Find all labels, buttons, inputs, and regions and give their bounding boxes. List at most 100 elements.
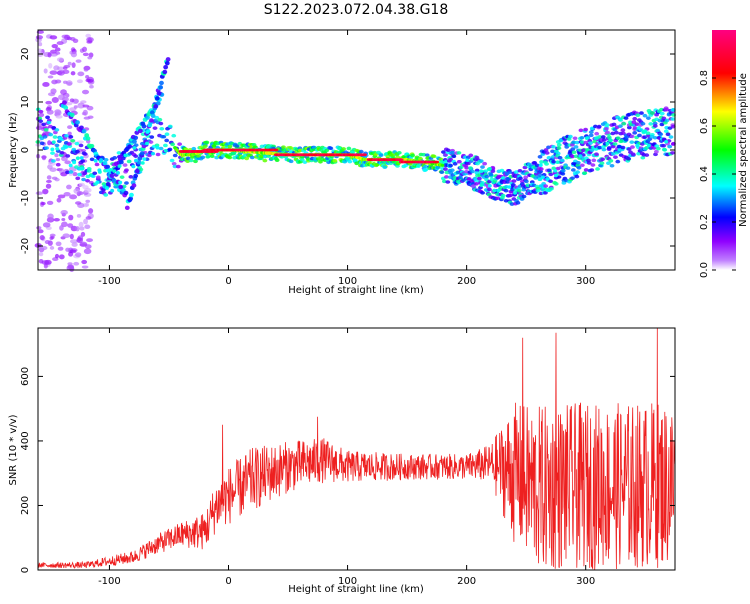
spectrogram-cell: [158, 85, 164, 90]
spectrogram-cell: [103, 193, 109, 197]
spectrogram-cell: [167, 124, 173, 129]
spectrogram-cell: [69, 98, 75, 103]
spectrogram-cell: [620, 128, 626, 132]
spectrogram-heatmap: [34, 30, 676, 272]
spectrogram-cell: [155, 152, 161, 157]
spectrogram-cell: [78, 221, 84, 228]
spectrogram-cell: [171, 133, 177, 138]
spectrogram-cell: [172, 153, 178, 158]
spectrogram-cell: [131, 183, 137, 188]
spectrogram-cell: [78, 182, 85, 187]
spectrogram-cell: [45, 179, 52, 184]
x-tick-label: 100: [338, 276, 357, 287]
spectrogram-cell: [82, 109, 88, 116]
spectrogram-cell: [35, 191, 44, 195]
snr-plot-frame: [37, 327, 676, 571]
spectrogram-cell: [655, 146, 661, 151]
spectrogram-cell: [49, 233, 56, 237]
spectrogram-cell: [73, 261, 80, 266]
x-tick-label: -100: [98, 576, 121, 587]
spectrogram-cell: [50, 88, 57, 94]
spectrogram-cell: [346, 146, 352, 151]
spectrogram-cell: [74, 141, 80, 146]
y-tick-label: -10: [20, 190, 31, 206]
spectrogram-cell: [45, 115, 50, 120]
spectrogram-cell: [41, 155, 46, 161]
spectrogram-cell: [205, 155, 211, 159]
spectrogram-cell: [570, 147, 576, 151]
spectrogram-cell: [156, 91, 162, 96]
spectrogram-cell: [449, 150, 455, 155]
spectrogram-cell: [262, 158, 268, 163]
spectrogram-cell: [662, 148, 668, 152]
spectrogram-x-axis: -100 0 100 200 300: [98, 30, 595, 287]
spectrogram-cell: [55, 115, 63, 119]
spectrogram-cell: [48, 132, 54, 137]
spectrogram-cell: [38, 119, 44, 123]
spectrogram-cell: [574, 140, 580, 145]
spectrogram-cell: [169, 158, 175, 163]
spectrogram-cell: [487, 187, 492, 192]
spectrogram-cell: [597, 145, 603, 150]
spectrogram-cell: [626, 125, 632, 130]
spectrogram-cell: [601, 147, 607, 152]
spectrogram-cell: [44, 240, 51, 245]
spectrogram-cell: [45, 183, 52, 189]
spectrogram-cell: [56, 197, 62, 203]
spectrogram-cell: [85, 178, 90, 183]
spectrogram-cell: [634, 122, 640, 126]
spectrogram-cell: [299, 157, 305, 162]
spectrogram-cell: [510, 183, 516, 187]
spectrogram-cell: [636, 151, 642, 156]
spectrogram-cell: [54, 143, 60, 148]
spectrogram-cell: [51, 159, 56, 163]
spectrogram-cell: [614, 130, 619, 135]
spectrogram-cell: [79, 125, 84, 130]
spectrogram-cell: [163, 148, 168, 153]
spectrogram-cell: [474, 168, 480, 173]
colorbar-gradient: [712, 30, 736, 270]
y-tick-label: 0: [20, 147, 31, 153]
spectrogram-cell: [551, 160, 557, 164]
spectrogram-cell: [288, 159, 294, 164]
spectrogram-cell: [615, 159, 621, 164]
spectrogram-cell: [456, 151, 462, 155]
spectrogram-cell: [175, 164, 181, 169]
spectrogram-cell: [86, 167, 92, 171]
spectrogram-cell: [170, 142, 176, 147]
spectrogram-cell: [515, 200, 521, 205]
spectrogram-cell: [664, 107, 670, 112]
spectrogram-cell: [57, 194, 66, 199]
spectrogram-cell: [65, 154, 71, 158]
spectrogram-cell: [132, 146, 137, 150]
spectrogram-cell: [328, 146, 334, 151]
spectrogram-cell: [62, 80, 68, 84]
spectrogram-cell: [137, 128, 143, 134]
spectrogram-cell: [630, 152, 636, 157]
spectrogram-cell: [77, 190, 83, 196]
spectrogram-cell: [99, 158, 104, 162]
spectrogram-cell: [81, 104, 90, 108]
spectrogram-cell: [635, 143, 640, 148]
spectrogram-cell: [104, 186, 109, 190]
spectrogram-cell: [57, 246, 64, 251]
spectrogram-cell: [83, 68, 89, 72]
colorbar-tick-label: 0.0: [699, 262, 710, 278]
spectrogram-cell: [87, 56, 93, 60]
spectrogram-cell: [440, 163, 445, 167]
spectrogram-cell: [441, 150, 446, 154]
spectrogram-cell: [69, 239, 78, 244]
spectrogram-cell: [615, 136, 621, 140]
spectrogram-cell: [281, 145, 286, 149]
spectrogram-cell: [586, 161, 592, 165]
spectrogram-cell: [70, 37, 76, 41]
spectrogram-cell: [482, 161, 488, 166]
spectrogram-cell: [643, 129, 648, 133]
spectrogram-cell: [122, 163, 128, 167]
spectrogram-cell: [108, 168, 113, 172]
spectrogram-cell: [49, 35, 58, 40]
spectrogram-cell: [151, 151, 156, 156]
spectrogram-cell: [71, 62, 76, 68]
spectrogram-cell: [82, 152, 88, 156]
spectrogram-y-axis: -20 -10 0 10 20: [20, 48, 675, 254]
